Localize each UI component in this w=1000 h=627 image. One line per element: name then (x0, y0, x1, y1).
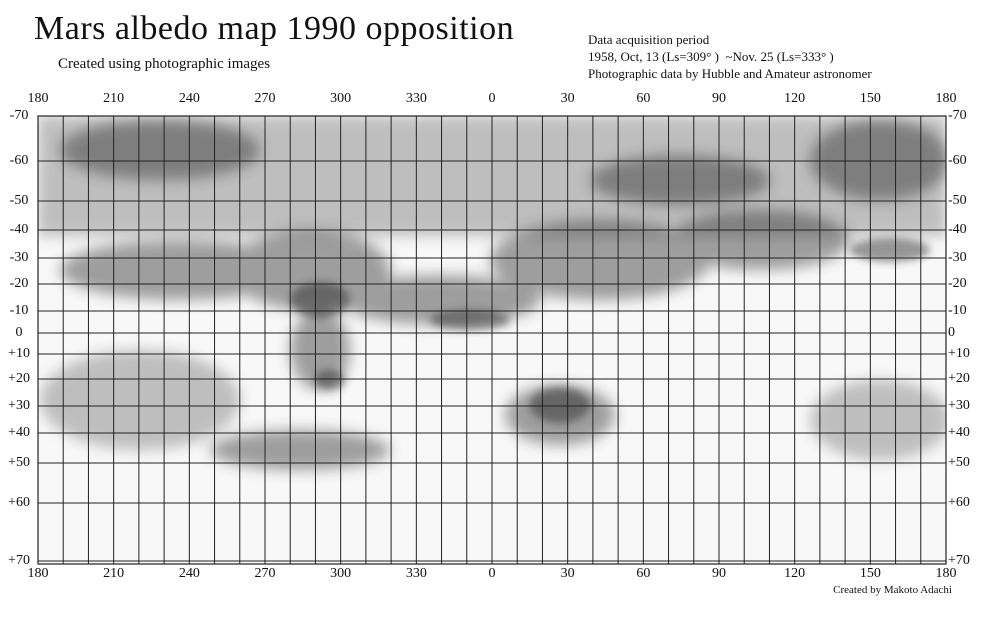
longitude-label-bottom: 330 (405, 566, 427, 581)
longitude-label-top: 120 (784, 91, 806, 106)
longitude-label-bottom: 90 (712, 566, 726, 581)
longitude-label-bottom: 30 (560, 566, 575, 581)
latitude-label-right: -30 (948, 250, 967, 265)
longitude-label-bottom: 300 (330, 566, 352, 581)
info-line-source: Photographic data by Hubble and Amateur … (588, 66, 872, 81)
map-subtitle: Created using photographic images (58, 56, 271, 72)
map-border (37, 115, 947, 565)
longitude-label-top: 90 (712, 91, 726, 106)
latitude-label-left: -10 (9, 303, 29, 318)
longitude-label-bottom: 270 (254, 566, 276, 581)
latitude-label-right: +60 (948, 495, 970, 510)
longitude-label-top: 180 (935, 91, 957, 106)
latitude-label-right: -40 (948, 222, 967, 237)
longitude-label-bottom: 120 (784, 566, 806, 581)
longitude-label-bottom: 0 (488, 566, 496, 581)
latitude-label-left: +20 (8, 371, 30, 386)
longitude-label-bottom: 180 (27, 566, 49, 581)
longitude-label-bottom: 240 (178, 566, 200, 581)
info-line-period: Data acquisition period (588, 32, 710, 47)
latitude-label-right: -60 (948, 153, 967, 168)
latitude-label-left: -70 (9, 108, 29, 123)
latitude-label-right: 0 (948, 325, 955, 340)
latitude-label-right: -10 (948, 303, 967, 318)
latitude-label-right: +70 (948, 553, 970, 568)
longitude-label-top: 180 (27, 91, 49, 106)
latitude-label-left: +50 (8, 455, 30, 470)
longitude-label-top: 210 (103, 91, 125, 106)
latitude-label-right: +10 (948, 346, 970, 361)
longitude-label-bottom: 60 (636, 566, 651, 581)
latitude-label-left: +30 (8, 398, 30, 413)
latitude-label-right: +50 (948, 455, 970, 470)
longitude-label-bottom: 180 (935, 566, 957, 581)
latitude-label-right: -20 (948, 276, 967, 291)
longitude-label-top: 150 (859, 91, 881, 106)
map-title: Mars albedo map 1990 opposition (34, 10, 515, 47)
latitude-label-left: -30 (9, 250, 29, 265)
latitude-label-left: +60 (8, 495, 30, 510)
latitude-label-left: -60 (9, 153, 29, 168)
latitude-label-right: -70 (948, 108, 967, 123)
latitude-label-left: +40 (8, 425, 30, 440)
longitude-label-top: 240 (178, 91, 200, 106)
longitude-label-top: 300 (330, 91, 352, 106)
latitude-label-left: 0 (15, 325, 23, 340)
longitude-label-top: 60 (636, 91, 651, 106)
latitude-label-left: +10 (8, 346, 30, 361)
latitude-label-left: -40 (9, 222, 29, 237)
longitude-label-bottom: 150 (859, 566, 881, 581)
longitude-label-bottom: 210 (103, 566, 125, 581)
longitude-label-top: 270 (254, 91, 276, 106)
longitude-label-top: 0 (488, 91, 496, 106)
latitude-label-left: +70 (8, 553, 30, 568)
latitude-label-left: -20 (9, 276, 29, 291)
latitude-label-left: -50 (9, 193, 29, 208)
latitude-label-right: +30 (948, 398, 970, 413)
latitude-label-right: +40 (948, 425, 970, 440)
latitude-label-right: +20 (948, 371, 970, 386)
author-credit: Created by Makoto Adachi (833, 584, 952, 596)
latitude-label-right: -50 (948, 193, 967, 208)
data-info-block: Data acquisition period 1958, Oct, 13 (L… (588, 31, 872, 82)
longitude-label-top: 30 (560, 91, 575, 106)
info-line-dates: 1958, Oct, 13 (Ls=309° ) ~Nov. 25 (Ls=33… (588, 49, 834, 64)
longitude-label-top: 330 (405, 91, 427, 106)
